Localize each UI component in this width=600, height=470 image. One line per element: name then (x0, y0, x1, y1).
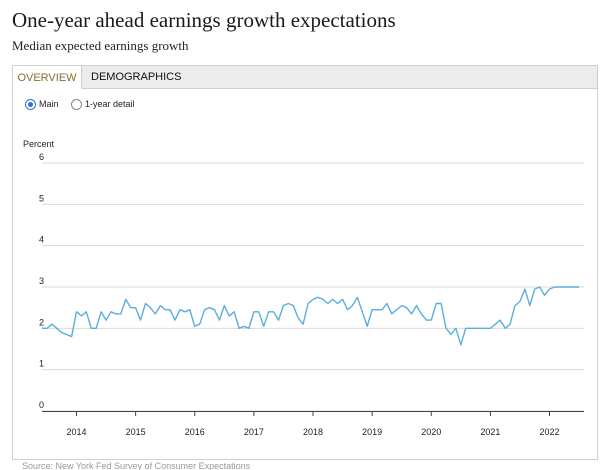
radio-detail-label: 1-year detail (85, 99, 135, 109)
y-tick-label: 3 (39, 276, 44, 286)
chart-panel (12, 65, 598, 460)
y-tick-label: 1 (39, 359, 44, 369)
tab-demographics[interactable]: DEMOGRAPHICS (91, 71, 182, 83)
page-title: One-year ahead earnings growth expectati… (12, 8, 396, 32)
x-tick-label: 2020 (421, 427, 441, 437)
x-tick-label: 2019 (362, 427, 382, 437)
radio-main-label: Main (39, 99, 59, 109)
tab-overview[interactable]: OVERVIEW (12, 65, 82, 89)
x-tick-label: 2015 (126, 427, 146, 437)
x-tick-label: 2022 (539, 427, 559, 437)
x-tick-label: 2016 (185, 427, 205, 437)
y-tick-label: 5 (39, 193, 44, 203)
y-tick-label: 2 (39, 317, 44, 327)
y-tick-label: 0 (39, 400, 44, 410)
x-tick-label: 2017 (244, 427, 264, 437)
radio-1-year-detail[interactable]: 1-year detail (71, 97, 135, 111)
y-tick-label: 4 (39, 235, 44, 245)
x-tick-label: 2021 (480, 427, 500, 437)
page-subtitle: Median expected earnings growth (12, 38, 189, 53)
x-tick-label: 2018 (303, 427, 323, 437)
axes: Percent 0 1 2 3 4 5 6 2014 2015 2016 2017 2018 2019 20… (23, 139, 584, 437)
series-line (42, 286, 580, 346)
radio-unchecked-icon (71, 98, 82, 110)
series-layer (42, 286, 580, 346)
source-note: Source: New York Fed Survey of Consumer … (22, 461, 251, 470)
x-tick-label: 2014 (66, 427, 86, 437)
radio-checked-icon (25, 98, 36, 110)
gridlines (42, 162, 584, 412)
y-tick-label: 6 (39, 152, 44, 162)
y-axis-label: Percent (23, 139, 55, 149)
tab-bar: OVERVIEW DEMOGRAPHICS (12, 65, 598, 89)
radio-main[interactable]: Main (25, 97, 59, 111)
